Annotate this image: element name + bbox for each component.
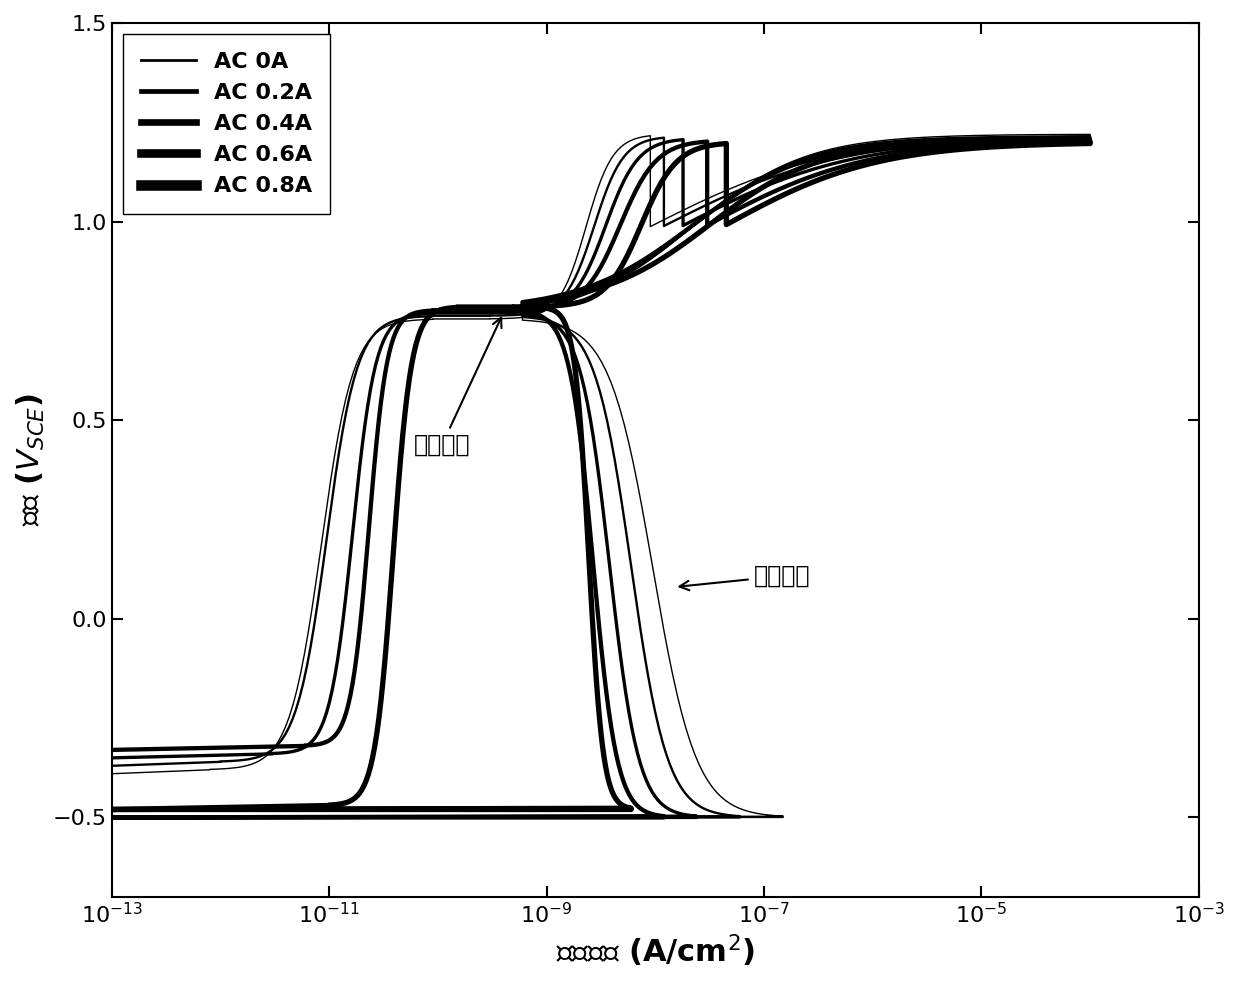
Text: 回扫曲线: 回扫曲线 (414, 318, 501, 457)
Text: 正扫曲线: 正扫曲线 (680, 564, 810, 590)
X-axis label: 电流密度 (A/cm$^2$): 电流密度 (A/cm$^2$) (556, 933, 755, 969)
Y-axis label: 电位 ($V_{SCE}$): 电位 ($V_{SCE}$) (15, 394, 47, 526)
Legend: AC 0A, AC 0.2A, AC 0.4A, AC 0.6A, AC 0.8A: AC 0A, AC 0.2A, AC 0.4A, AC 0.6A, AC 0.8… (123, 34, 330, 215)
